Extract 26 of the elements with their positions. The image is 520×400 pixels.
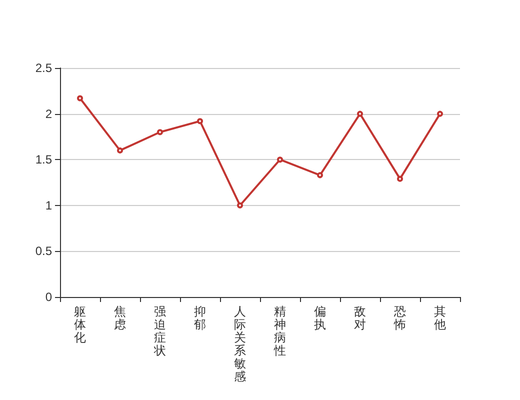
point <box>277 156 283 163</box>
point <box>357 110 363 117</box>
point <box>77 95 83 102</box>
y-tick-label: 0.5 <box>35 244 52 258</box>
y-tick-label: 0 <box>45 290 52 304</box>
x-tick-label: 焦虑 <box>114 304 126 332</box>
x-tick-label: 敌对 <box>354 304 366 332</box>
y-tick-label: 2.5 <box>35 61 52 75</box>
point <box>117 147 123 154</box>
point <box>157 129 163 136</box>
x-tick-label: 强迫症状 <box>153 304 166 358</box>
x-tick-label: 偏执 <box>314 304 326 332</box>
x-tick-label: 精神病性 <box>273 304 286 358</box>
point <box>437 110 443 117</box>
point <box>197 118 203 124</box>
x-tick-label: 其他 <box>434 304 446 332</box>
x-tick-label: 抑郁 <box>194 304 206 332</box>
x-tick-label: 人际关系敏感 <box>234 304 246 384</box>
point <box>317 172 323 178</box>
y-tick-label: 1 <box>45 198 52 212</box>
y-tick-label: 2 <box>45 106 52 121</box>
x-tick-label: 躯体化 <box>74 304 86 344</box>
point <box>237 202 243 208</box>
point <box>397 176 403 182</box>
x-tick-label: 恐怖 <box>393 304 406 332</box>
y-tick-label: 1.5 <box>35 152 52 167</box>
